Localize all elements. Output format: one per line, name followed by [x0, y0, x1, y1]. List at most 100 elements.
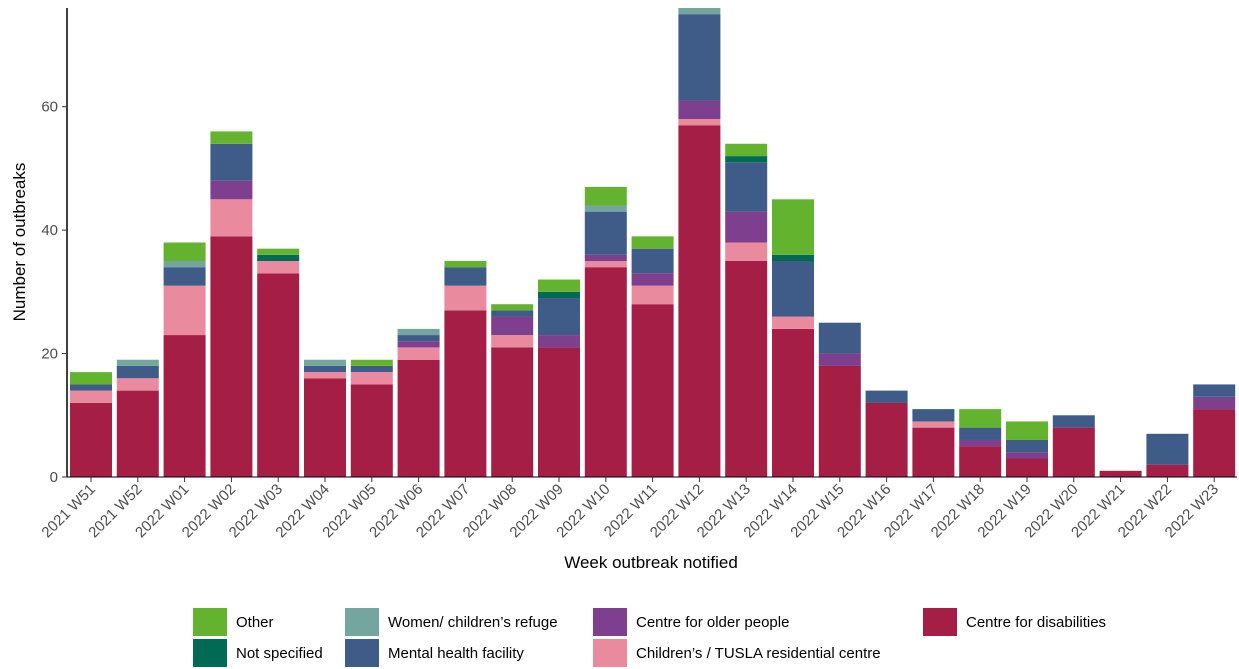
bar-segment: [1193, 396, 1236, 410]
bar-segment: [1006, 421, 1048, 440]
bar-segment: [1052, 415, 1095, 428]
legend-label: Children’s / TUSLA residential centre: [636, 645, 881, 662]
y-tick-label: 40: [41, 222, 58, 239]
bar-segment: [865, 390, 908, 403]
bars-group: [70, 8, 1236, 477]
bar-segment: [631, 248, 674, 274]
bar-segment: [725, 211, 768, 243]
bar-segment: [725, 242, 768, 262]
bar-segment: [116, 378, 159, 391]
bar-segment: [678, 125, 721, 477]
bar-segment: [959, 427, 1002, 440]
bar-segment: [1006, 458, 1048, 477]
bar-segment: [163, 285, 206, 336]
bar-segment: [538, 335, 580, 348]
bar-segment: [70, 390, 112, 403]
bar-segment: [491, 310, 534, 317]
bar-segment: [257, 261, 300, 274]
bar-segment: [725, 261, 768, 477]
bar-segment: [584, 205, 627, 212]
legend-swatch: [923, 608, 957, 636]
legend-label: Mental health facility: [388, 645, 524, 662]
bar-segment: [678, 100, 721, 120]
bar-segment: [163, 261, 206, 268]
legend-label: Centre for disabilities: [966, 614, 1106, 631]
bar-segment: [163, 242, 206, 262]
bar-segment: [350, 372, 393, 385]
bar-segment: [538, 279, 580, 292]
legend-swatch: [593, 608, 627, 636]
bar-segment: [397, 341, 440, 348]
bar-segment: [584, 186, 627, 206]
bar-segment: [210, 236, 253, 477]
bar-segment: [959, 409, 1002, 428]
bar-segment: [912, 427, 955, 477]
legend-label: Other: [236, 614, 274, 631]
bar-segment: [1193, 384, 1236, 397]
bar-segment: [725, 162, 768, 212]
bar-segment: [1193, 409, 1236, 477]
bar-segment: [444, 285, 487, 311]
bar-segment: [350, 365, 393, 373]
bar-segment: [116, 390, 159, 477]
legend-swatch: [345, 639, 379, 667]
bar-segment: [70, 384, 112, 391]
bar-segment: [1099, 470, 1142, 477]
legend-swatch: [193, 608, 227, 636]
bar-segment: [772, 261, 814, 317]
bar-segment: [257, 273, 300, 477]
legend-swatch: [593, 639, 627, 667]
legend-swatch: [345, 608, 379, 636]
y-tick-label: 20: [41, 346, 58, 363]
bar-segment: [70, 402, 112, 477]
bar-segment: [1006, 452, 1048, 459]
bar-segment: [444, 267, 487, 286]
bar-segment: [116, 365, 159, 379]
x-axis-title: Week outbreak notified: [564, 553, 738, 572]
legend-label: Women/ children’s refuge: [388, 614, 558, 631]
bar-segment: [865, 402, 908, 477]
legend-label: Centre for older people: [636, 614, 789, 631]
bar-segment: [912, 421, 955, 428]
bar-segment: [304, 372, 346, 379]
bar-segment: [818, 322, 861, 354]
bar-segment: [257, 254, 300, 262]
bar-segment: [491, 304, 534, 311]
bar-segment: [725, 156, 768, 163]
bar-segment: [1146, 464, 1189, 477]
bar-segment: [678, 119, 721, 126]
bar-segment: [772, 316, 814, 329]
bar-segment: [163, 335, 206, 477]
bar-segment: [1052, 427, 1095, 477]
y-tick-label: 60: [41, 99, 58, 116]
bar-segment: [1006, 439, 1048, 453]
bar-segment: [257, 248, 300, 255]
bar-segment: [772, 199, 814, 255]
bar-segment: [397, 335, 440, 342]
legend-label: Not specified: [236, 645, 323, 662]
bar-segment: [350, 359, 393, 366]
y-tick-label: 0: [50, 469, 58, 486]
bar-segment: [678, 8, 721, 15]
legend-swatch: [193, 639, 227, 667]
bar-segment: [584, 267, 627, 477]
bar-segment: [304, 365, 346, 373]
bar-segment: [818, 353, 861, 366]
bar-segment: [210, 143, 253, 181]
bar-segment: [678, 14, 721, 101]
bar-segment: [491, 316, 534, 336]
bar-segment: [444, 261, 487, 268]
y-axis-ticks: 0 20 40 60: [41, 99, 67, 486]
bar-segment: [163, 267, 206, 286]
bar-segment: [631, 285, 674, 305]
bar-segment: [538, 291, 580, 299]
bar-segment: [350, 384, 393, 477]
bar-segment: [397, 359, 440, 477]
bar-segment: [397, 328, 440, 336]
bar-segment: [584, 254, 627, 262]
bar-segment: [631, 273, 674, 286]
y-axis-title: Number of outbreaks: [10, 163, 29, 322]
bar-segment: [116, 359, 159, 366]
legend: Other Not specified Women/ children’s refu…: [193, 608, 1106, 667]
